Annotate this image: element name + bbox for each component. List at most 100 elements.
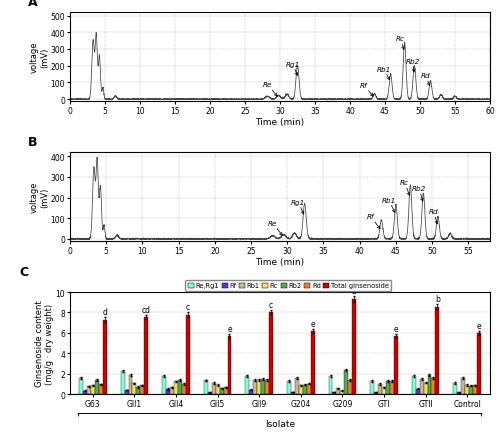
Text: cd: cd xyxy=(142,305,151,314)
Legend: Re,Rg1, Rf, Rb1, Rc, Rb2, Rd, Total ginsenoside: Re,Rg1, Rf, Rb1, Rc, Rb2, Rd, Total gins… xyxy=(186,280,392,291)
X-axis label: Time (min): Time (min) xyxy=(256,257,304,266)
Bar xyxy=(102,320,106,394)
Bar xyxy=(454,383,458,394)
Bar xyxy=(336,389,340,394)
Text: e: e xyxy=(310,319,315,328)
Bar xyxy=(132,384,136,394)
Text: e: e xyxy=(394,325,398,333)
Text: Rd: Rd xyxy=(428,209,438,224)
Text: d: d xyxy=(102,307,107,316)
Bar xyxy=(254,380,257,394)
Bar xyxy=(306,384,310,394)
Text: B: B xyxy=(28,135,38,148)
Bar xyxy=(174,381,178,394)
Bar xyxy=(374,392,378,394)
Bar xyxy=(144,318,148,394)
Bar xyxy=(303,385,306,394)
Bar xyxy=(458,392,461,394)
Text: c: c xyxy=(269,300,273,309)
Text: C: C xyxy=(20,265,28,278)
Bar xyxy=(128,375,132,394)
Bar xyxy=(170,388,174,394)
Bar xyxy=(428,375,432,394)
Bar xyxy=(269,312,273,394)
Bar xyxy=(265,380,269,394)
Bar xyxy=(120,371,124,394)
Bar xyxy=(220,389,224,394)
Bar xyxy=(178,380,182,394)
Bar xyxy=(204,381,208,394)
Bar xyxy=(257,381,261,394)
Bar xyxy=(295,378,299,394)
Text: Re: Re xyxy=(262,82,277,97)
Text: Rg1: Rg1 xyxy=(286,61,300,76)
Bar xyxy=(250,390,254,394)
Bar xyxy=(328,376,332,394)
Bar xyxy=(412,376,416,394)
Bar xyxy=(420,379,424,394)
Bar xyxy=(432,378,436,394)
Bar xyxy=(208,392,212,394)
Bar xyxy=(124,390,128,394)
Bar xyxy=(228,336,232,394)
Bar xyxy=(99,385,102,394)
Bar xyxy=(352,299,356,394)
Bar xyxy=(344,370,348,394)
Bar xyxy=(162,376,166,394)
Text: Rb1: Rb1 xyxy=(376,67,390,81)
Text: Rb1: Rb1 xyxy=(382,197,396,213)
Y-axis label: voltage
(mV): voltage (mV) xyxy=(30,42,49,73)
Bar xyxy=(291,392,295,394)
Bar xyxy=(390,381,394,394)
Text: e: e xyxy=(476,321,482,330)
Bar xyxy=(394,337,398,394)
Bar xyxy=(370,381,374,394)
Bar xyxy=(246,376,250,394)
Text: e: e xyxy=(227,324,232,333)
Bar xyxy=(261,379,265,394)
Bar xyxy=(224,388,228,394)
Bar xyxy=(79,378,83,394)
Bar xyxy=(216,385,220,394)
Bar xyxy=(340,391,344,394)
Text: Rg1: Rg1 xyxy=(291,199,305,215)
Text: Isolate: Isolate xyxy=(265,419,295,427)
Bar xyxy=(436,307,440,394)
Bar xyxy=(83,391,87,394)
Text: b: b xyxy=(435,294,440,304)
Bar xyxy=(310,331,314,394)
Bar xyxy=(140,385,144,394)
Bar xyxy=(424,383,428,394)
Bar xyxy=(416,389,420,394)
Bar xyxy=(382,388,386,394)
Bar xyxy=(95,380,99,394)
Y-axis label: Ginsenoside content
(mg/g · dry weight): Ginsenoside content (mg/g · dry weight) xyxy=(34,300,54,386)
Bar xyxy=(186,315,190,394)
Bar xyxy=(182,384,186,394)
Bar xyxy=(212,383,216,394)
Y-axis label: voltage
(mV): voltage (mV) xyxy=(30,181,49,213)
Bar xyxy=(386,381,390,394)
Bar xyxy=(465,385,469,394)
Bar xyxy=(378,384,382,394)
Bar xyxy=(287,381,291,394)
Bar xyxy=(348,380,352,394)
Bar xyxy=(87,387,91,394)
Text: a: a xyxy=(352,286,356,295)
Bar xyxy=(477,334,481,394)
Text: Rb2: Rb2 xyxy=(406,59,420,73)
Bar xyxy=(91,385,95,394)
Bar xyxy=(332,392,336,394)
Bar xyxy=(299,385,303,394)
Text: Rc: Rc xyxy=(400,180,410,196)
Text: Rf: Rf xyxy=(367,214,380,229)
Bar xyxy=(469,386,473,394)
Text: A: A xyxy=(28,0,38,9)
Text: Re: Re xyxy=(268,220,282,236)
Text: Rc: Rc xyxy=(396,36,405,50)
X-axis label: Time (min): Time (min) xyxy=(256,117,304,127)
Bar xyxy=(473,385,477,394)
Bar xyxy=(461,378,465,394)
Text: Rf: Rf xyxy=(360,83,373,97)
Text: Rb2: Rb2 xyxy=(412,186,426,201)
